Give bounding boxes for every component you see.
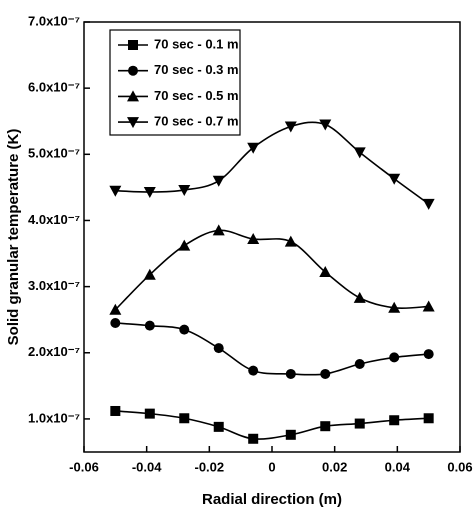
marker: [389, 352, 400, 363]
x-axis-title: Radial direction (m): [202, 491, 342, 508]
y-tick-label: 4.0x10⁻⁷: [28, 212, 80, 227]
legend-label: 70 sec - 0.7 m: [154, 114, 239, 129]
marker: [284, 121, 297, 133]
marker: [319, 119, 332, 131]
marker: [285, 368, 296, 379]
legend-marker: [128, 40, 138, 50]
marker: [143, 268, 156, 280]
legend-label: 70 sec - 0.1 m: [154, 36, 239, 51]
marker: [320, 421, 331, 432]
marker: [353, 147, 366, 159]
y-tick-label: 5.0x10⁻⁷: [28, 146, 80, 161]
series-line: [114, 229, 429, 311]
marker: [179, 324, 190, 335]
marker: [388, 173, 401, 185]
y-tick-label: 2.0x10⁻⁷: [28, 344, 80, 359]
series-line: [115, 121, 430, 205]
marker: [178, 239, 191, 251]
marker: [212, 224, 225, 236]
x-tick-label: 0.04: [385, 459, 411, 474]
marker: [109, 303, 122, 315]
series-line: [115, 410, 429, 440]
marker: [285, 429, 296, 440]
marker: [178, 185, 191, 197]
legend-marker: [128, 65, 138, 76]
marker: [354, 359, 365, 370]
y-tick-label: 1.0x10⁻⁷: [28, 410, 80, 425]
marker: [389, 415, 400, 426]
marker: [143, 187, 156, 199]
legend-marker: [127, 90, 139, 102]
marker: [144, 320, 155, 331]
x-tick-label: 0.06: [447, 459, 472, 474]
series-line: [115, 322, 429, 376]
marker: [248, 365, 259, 376]
legend-label: 70 sec - 0.3 m: [154, 62, 239, 77]
y-tick-label: 6.0x10⁻⁷: [28, 80, 80, 95]
marker: [320, 368, 331, 379]
marker: [248, 433, 259, 444]
marker: [423, 413, 434, 424]
marker: [110, 405, 121, 416]
legend-marker: [127, 117, 139, 129]
y-tick-label: 7.0x10⁻⁷: [28, 13, 80, 28]
x-tick-label: 0: [268, 459, 275, 474]
legend-label: 70 sec - 0.5 m: [154, 88, 239, 103]
x-tick-label: 0.02: [322, 459, 347, 474]
marker: [422, 198, 435, 210]
marker: [212, 175, 225, 187]
marker: [354, 418, 365, 429]
y-axis-title: Solid granular temperature (K): [5, 129, 22, 346]
marker: [284, 235, 297, 247]
marker: [179, 413, 190, 424]
x-tick-label: -0.06: [69, 459, 99, 474]
marker: [144, 408, 155, 419]
y-tick-label: 3.0x10⁻⁷: [28, 278, 80, 293]
marker: [319, 266, 332, 278]
x-tick-label: -0.02: [195, 459, 225, 474]
marker: [213, 343, 224, 354]
marker: [213, 421, 224, 432]
marker: [247, 142, 260, 154]
marker: [110, 318, 121, 328]
marker: [353, 291, 366, 303]
marker: [422, 300, 435, 312]
x-tick-label: -0.04: [132, 459, 162, 474]
marker: [388, 301, 401, 313]
marker: [247, 232, 260, 244]
marker: [109, 185, 122, 197]
marker: [423, 349, 434, 360]
